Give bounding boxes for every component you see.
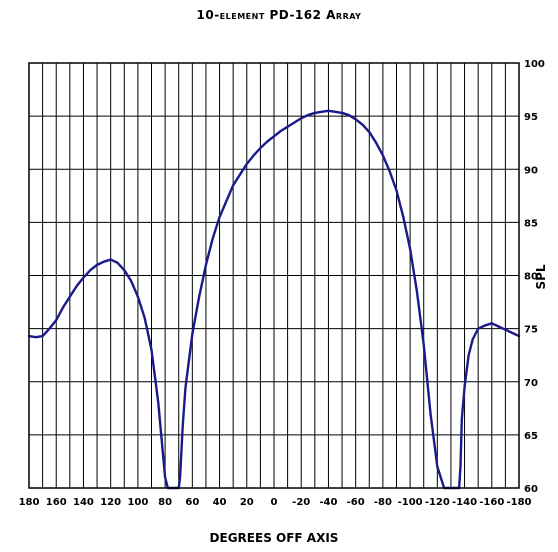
y-tick-label: 100 — [524, 59, 545, 70]
x-tick-label: 0 — [271, 497, 278, 508]
y-tick-label: 65 — [524, 431, 538, 442]
grid — [28, 62, 520, 489]
x-tick-label: -160 — [479, 497, 504, 508]
x-tick-label: 120 — [100, 497, 121, 508]
x-axis-label: DEGREES OFF AXIS — [210, 531, 339, 545]
y-tick-label: 75 — [524, 325, 538, 336]
plot-frame — [28, 62, 520, 489]
chart-title: 10-element PD-162 Array — [196, 8, 362, 22]
x-tick-label: 100 — [127, 497, 148, 508]
y-axis-label: SPL — [534, 264, 548, 289]
y-tick-label: 85 — [524, 218, 538, 229]
plot-border — [28, 62, 520, 489]
y-tick-label: 70 — [524, 378, 538, 389]
x-tick-label: 20 — [240, 497, 254, 508]
x-tick-label: -40 — [319, 497, 337, 508]
x-tick-label: 60 — [185, 497, 199, 508]
x-tick-label: -140 — [452, 497, 477, 508]
x-tick-label: 80 — [158, 497, 172, 508]
x-tick-label: -100 — [398, 497, 423, 508]
y-tick-label: 95 — [524, 112, 538, 123]
y-tick-label: 90 — [524, 165, 538, 176]
y-tick-label: 60 — [524, 484, 538, 495]
x-tick-label: -60 — [347, 497, 365, 508]
x-tick-label: 140 — [73, 497, 94, 508]
x-tick-label: -80 — [374, 497, 392, 508]
tick-labels: 180 160 140 120 100 80 60 40 20 0 -20 -40 -60 -80 -100… — [19, 59, 545, 508]
y-tick-label: 80 — [524, 272, 538, 283]
x-tick-label: -20 — [292, 497, 310, 508]
x-tick-label: 180 — [19, 497, 40, 508]
x-tick-label: 40 — [213, 497, 227, 508]
x-tick-label: -180 — [506, 497, 531, 508]
x-tick-label: -120 — [425, 497, 450, 508]
x-tick-label: 160 — [46, 497, 67, 508]
